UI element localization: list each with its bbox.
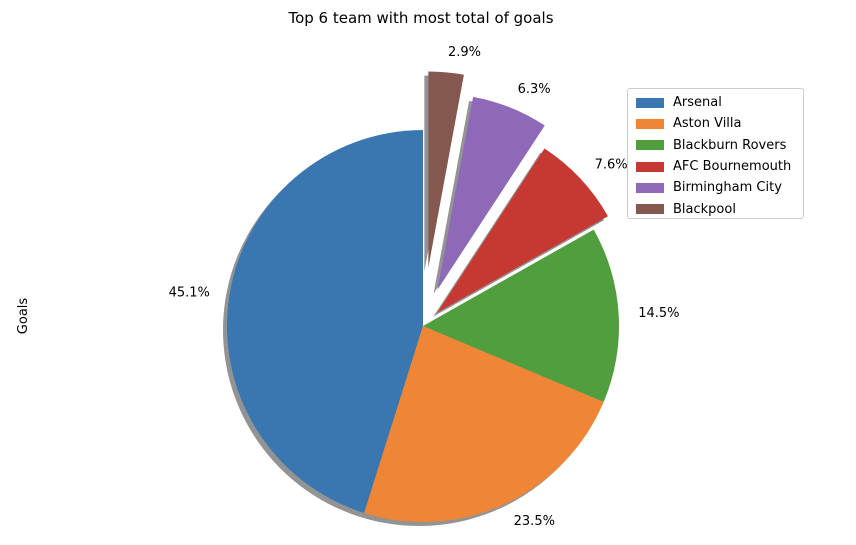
legend-item: Blackpool [628, 198, 803, 219]
pie-slice [423, 229, 619, 402]
legend-label: Aston Villa [673, 116, 742, 132]
y-axis-label: Goals [16, 298, 31, 335]
legend-label: Blackburn Rovers [673, 137, 787, 153]
legend-swatch [636, 118, 664, 129]
legend-item: Blackburn Rovers [628, 135, 803, 156]
legend-label: Birmingham City [673, 180, 782, 196]
legend-label: Blackpool [673, 201, 736, 217]
pie-percent-label: 45.1% [169, 286, 210, 301]
legend-item: Birmingham City [628, 177, 803, 198]
pie-slice [437, 96, 545, 290]
pie-labels: 45.1% 23.5% 14.5% 7.6% 6.3% 2.9% [169, 45, 680, 529]
pie-slice [227, 130, 423, 513]
pie-slice [428, 71, 464, 268]
pie-percent-label: 23.5% [514, 514, 555, 529]
legend-label: AFC Bournemouth [673, 159, 792, 175]
legend-swatch [636, 204, 664, 215]
legend-item: AFC Bournemouth [628, 156, 803, 177]
pie-slices [227, 71, 619, 522]
legend-item: Arsenal [628, 92, 803, 113]
legend-swatch [636, 161, 664, 172]
legend: Arsenal Aston Villa Blackburn Rovers AFC… [627, 88, 804, 219]
pie-percent-label: 7.6% [595, 158, 628, 173]
pie-percent-label: 14.5% [638, 306, 679, 321]
legend-item: Aston Villa [628, 113, 803, 134]
chart-title: Top 6 team with most total of goals [287, 9, 553, 27]
legend-label: Arsenal [673, 95, 722, 111]
legend-swatch [636, 97, 664, 108]
pie-percent-label: 2.9% [448, 45, 481, 60]
legend-swatch [636, 182, 664, 193]
pie-slice [364, 326, 604, 522]
legend-swatch [636, 140, 664, 151]
pie-percent-label: 6.3% [518, 82, 551, 97]
pie-slice [437, 148, 608, 313]
